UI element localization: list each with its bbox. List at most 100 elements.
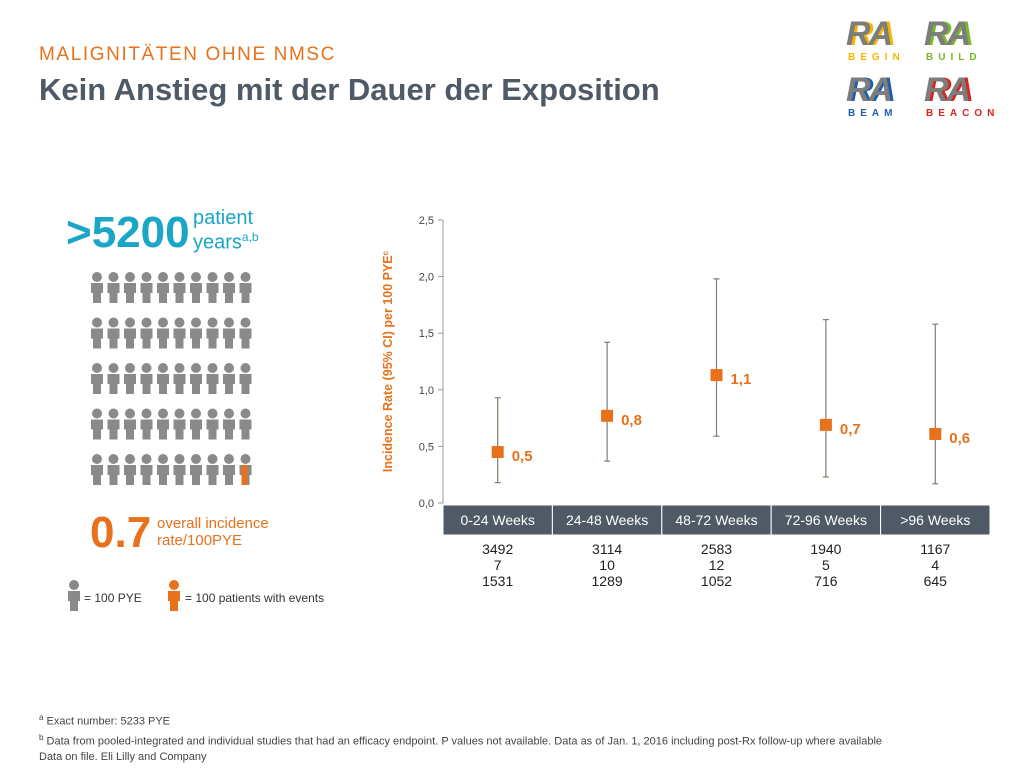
- logo-ra-beacon: RA BEACON: [924, 72, 994, 120]
- gray-person-icon: [190, 408, 202, 440]
- category-label: >96 Weeks: [900, 512, 970, 528]
- gray-person-icon: [91, 272, 103, 303]
- data-point-label: 0,5: [512, 448, 533, 465]
- patient-years-sup: a,b: [241, 230, 259, 244]
- category-label: 0-24 Weeks: [460, 512, 534, 528]
- table-cell: 1531: [482, 573, 513, 589]
- gray-person-icon: [140, 363, 153, 394]
- y-tick-label: 1,5: [419, 328, 434, 340]
- gray-person-icon: [173, 454, 186, 485]
- footnote-b-marker: b: [39, 732, 44, 742]
- category-label: 24-48 Weeks: [566, 512, 648, 528]
- gray-person-icon: [173, 363, 186, 394]
- logo-ra-text: RA: [846, 71, 893, 109]
- gray-person-icon: [91, 408, 103, 440]
- data-point-marker: [710, 369, 723, 382]
- gray-person-icon: [124, 363, 136, 394]
- people-pictogram-grid: [91, 272, 252, 485]
- logo-ra-begin: RA BEGIN: [846, 16, 916, 64]
- logo-sub-text: BEAM: [848, 108, 898, 119]
- gray-person-icon: [239, 272, 252, 303]
- patient-years-label-line2: years: [193, 231, 242, 254]
- incidence-label: overall incidence rate/100PYE: [157, 515, 269, 549]
- gray-person-icon: [206, 454, 219, 485]
- table-cell: 1052: [701, 573, 732, 589]
- incidence-label-line2: rate/100PYE: [157, 532, 243, 549]
- gray-person-icon: [206, 408, 219, 440]
- gray-person-icon: [190, 272, 202, 303]
- footnote-b-text: Data from pooled-integrated and individu…: [43, 735, 883, 748]
- table-cell: 3114: [592, 541, 622, 557]
- gray-person-icon: [157, 363, 169, 394]
- incidence-chart: 0,0 0,5 1,0 1,5 2,0 2,5 Incidence Rate (95% CI…: [378, 200, 998, 610]
- category-label: 48-72 Weeks: [675, 512, 757, 528]
- table-cell: 12: [709, 557, 725, 573]
- incidence-chart-svg: 0,0 0,5 1,0 1,5 2,0 2,5 Incidence Rate (95% CI…: [381, 215, 991, 589]
- gray-person-icon: [124, 408, 136, 440]
- y-tick-label: 2,5: [419, 215, 434, 227]
- gray-person-icon: [124, 454, 136, 485]
- legend-orange-label: = 100 patients with events: [185, 591, 325, 605]
- patient-years-label-line1: patient: [193, 207, 254, 229]
- gray-person-icon: [223, 317, 235, 349]
- slide-title: Kein Anstieg mit der Dauer der Expositio…: [39, 72, 660, 107]
- y-tick-label: 2,0: [419, 272, 434, 284]
- incidence-value: 0.7: [90, 508, 152, 557]
- data-point-label: 0,8: [621, 412, 642, 429]
- gray-person-icon: [223, 454, 235, 485]
- table-cell: 645: [924, 573, 948, 589]
- footnote-a-marker: a: [39, 713, 44, 722]
- orange-person-partial-icon: [241, 465, 248, 485]
- gray-person-icon: [68, 580, 80, 611]
- logo-ra-beam: RA BEAM: [846, 72, 916, 120]
- y-tick-label: 0,0: [419, 498, 434, 510]
- logo-ra-text: RA: [924, 71, 971, 109]
- gray-person-icon: [223, 272, 235, 303]
- incidence-label-line1: overall incidence: [157, 515, 269, 532]
- y-axis-label-sup: c: [381, 250, 390, 255]
- gray-person-icon: [239, 363, 252, 394]
- table-cell: 7: [494, 557, 502, 573]
- logo-ra-text: RA: [924, 15, 971, 53]
- table-cell: 10: [599, 557, 615, 573]
- gray-person-icon: [239, 317, 252, 349]
- category-header-cell: [661, 504, 772, 536]
- gray-person-icon: [173, 272, 186, 303]
- gray-person-icon: [223, 408, 235, 440]
- footnote-b: b Data from pooled-integrated and indivi…: [39, 730, 882, 750]
- gray-person-icon: [124, 272, 136, 303]
- slide-subtitle: MALIGNITÄTEN OHNE NMSC: [39, 44, 336, 65]
- data-point-label: 0,7: [840, 421, 861, 438]
- category-header-cell: [770, 504, 882, 536]
- table-cell: 1940: [810, 541, 841, 557]
- data-point-marker: [491, 446, 504, 459]
- gray-person-icon: [91, 454, 103, 485]
- gray-person-icon: [223, 363, 235, 394]
- gray-person-icon: [124, 317, 136, 349]
- gray-person-icon: [140, 317, 153, 349]
- orange-person-icon: [168, 580, 180, 611]
- gray-person-icon: [140, 408, 153, 440]
- patient-years-label: patient yearsa,b: [193, 207, 259, 254]
- table-cell: 2583: [701, 541, 732, 557]
- gray-person-icon: [157, 408, 169, 440]
- gray-person-icon: [91, 363, 103, 394]
- gray-person-icon: [173, 317, 186, 349]
- gray-person-icon: [157, 454, 169, 485]
- table-cell: 3492: [482, 541, 513, 557]
- pictogram-legend: = 100 PYE = 100 patients with events: [64, 580, 384, 614]
- table-cell: 4: [931, 557, 939, 573]
- data-point-label: 0,6: [949, 430, 970, 447]
- y-tick-label: 0,5: [419, 441, 434, 453]
- gray-person-icon: [91, 317, 103, 349]
- gray-person-icon: [107, 317, 120, 349]
- category-header-cell: [880, 504, 991, 536]
- gray-person-icon: [173, 408, 186, 440]
- gray-person-icon: [107, 363, 120, 394]
- data-point-marker: [929, 427, 942, 440]
- gray-person-icon: [140, 272, 153, 303]
- table-cell: 5: [822, 557, 830, 573]
- gray-person-icon: [190, 454, 202, 485]
- table-cell: 1167: [920, 541, 950, 557]
- category-header-cell: [551, 504, 663, 536]
